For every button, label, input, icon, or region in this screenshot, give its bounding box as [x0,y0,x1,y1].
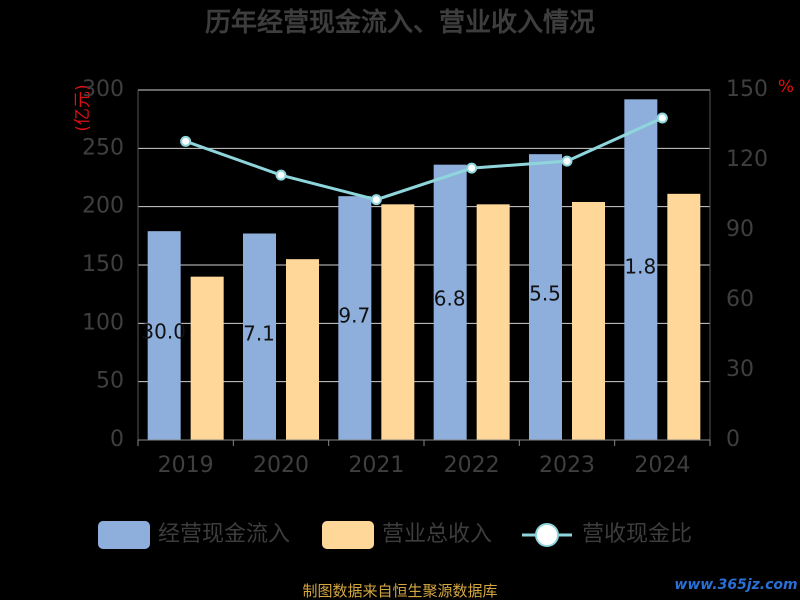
revenue-bar [572,202,605,440]
bars [147,99,701,440]
ratio-data-label: 9.7 [338,304,370,328]
left-axis-tick-label: 250 [82,135,124,160]
left-axis-tick-label: 50 [96,369,124,394]
ratio-line-path [185,116,663,202]
right-axis-tick-label: 0 [726,427,740,452]
ratio-data-label: 6.8 [434,287,466,311]
right-axis-tick-label: 150 [726,77,768,102]
revenue-bar [476,204,510,440]
x-axis-tick-label: 2021 [348,453,404,478]
cash-inflow-bar [433,164,467,440]
right-axis-tick-label: 30 [726,357,754,382]
left-axis-unit: (亿元) [73,84,93,131]
ratio-data-label: 7.1 [243,322,275,346]
left-axis-tick-label: 300 [82,77,124,102]
ratio-data-label: 30.0 [141,320,186,344]
ratio-point [561,155,573,167]
legend-swatch [322,521,374,549]
ratio-point [180,135,192,147]
left-axis-tick-label: 100 [82,310,124,335]
x-axis-tick-label: 2022 [444,453,500,478]
cash-inflow-bar [243,233,276,440]
legend-label: 经营现金流入 [158,522,290,547]
watermark: www.365jz.com [674,577,797,593]
legend-label: 营业总收入 [382,522,492,547]
bar-labels: 30.0 7.1 9.7 6.8 5.5 1.8 [141,255,656,346]
left-axis-tick-label: 200 [82,194,124,219]
revenue-bar [381,204,415,440]
left-axis-tick-label: 150 [82,252,124,277]
revenue-bar [190,276,224,440]
cash-inflow-bar [338,196,372,440]
ratio-point [656,112,668,124]
right-axis-tick-label: 60 [726,287,754,312]
ratio-point [466,162,478,174]
legend-marker [535,523,559,547]
chart-title: 历年经营现金流入、营业收入情况 [205,7,595,38]
legend: 经营现金流入 营业总收入 营收现金比 [98,521,692,549]
x-axis-tick-label: 2019 [158,453,214,478]
legend-swatch [98,521,150,549]
right-axis-tick-label: 90 [726,217,754,242]
revenue-bar [667,193,701,440]
ratio-point [370,194,382,206]
ratio-data-label: 1.8 [624,255,656,279]
ratio-line [180,112,668,206]
x-axis-tick-label: 2024 [634,453,690,478]
right-axis-tick-label: 120 [726,147,768,172]
ratio-data-label: 5.5 [529,282,561,306]
cash-inflow-bar [147,231,181,440]
x-axis-tick-label: 2023 [539,453,595,478]
ratio-point [275,169,287,181]
data-source-note: 制图数据来自恒生聚源数据库 [302,582,497,600]
left-axis-tick-label: 0 [110,427,124,452]
cash-inflow-bar [529,154,562,440]
right-axis-unit: % [778,77,794,97]
x-axis-tick-label: 2020 [253,453,309,478]
revenue-bar [286,259,319,440]
axes: 0 50 100 150 200 250 300 0 30 60 90 120 150 2019 2020 2… [82,77,768,478]
cash-inflow-bar [624,99,658,440]
legend-label: 营收现金比 [582,522,692,547]
